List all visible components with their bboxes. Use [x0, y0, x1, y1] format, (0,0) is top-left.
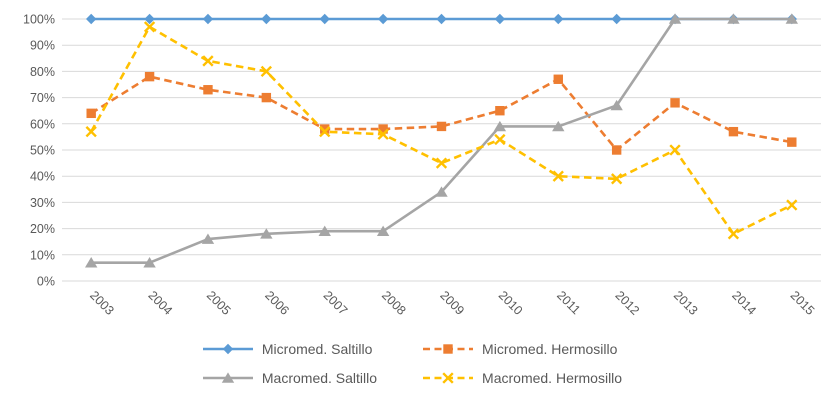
y-axis-tick-label: 80%: [30, 65, 55, 79]
data-point-marker: [320, 124, 330, 134]
data-point-marker: [495, 106, 505, 116]
data-point-marker: [727, 228, 740, 240]
data-point-marker: [493, 120, 507, 132]
data-point-marker: [143, 21, 156, 33]
data-point-marker: [552, 120, 565, 132]
data-point-marker: [728, 126, 739, 137]
data-point-marker: [610, 99, 623, 111]
data-point-marker: [319, 13, 330, 25]
data-point-marker: [436, 121, 447, 132]
legend-label: Macromed. Saltillo: [261, 370, 378, 386]
data-point-marker: [85, 13, 97, 25]
legend-item-macromed-saltillo: Macromed. Saltillo: [202, 370, 378, 386]
data-point-marker: [319, 126, 331, 138]
chart-legend: Micromed. Saltillo Micromed. Hermosillo …: [0, 341, 825, 386]
data-point-marker: [727, 13, 740, 24]
data-point-marker: [611, 13, 622, 25]
data-point-marker: [144, 71, 155, 82]
data-point-marker: [260, 228, 273, 239]
y-axis-tick-label: 90%: [30, 39, 55, 53]
x-axis-tick-label: 2012: [613, 288, 643, 318]
x-axis-tick-label: 2008: [379, 288, 409, 318]
y-axis-tick-label: 70%: [30, 91, 55, 105]
y-axis-tick-label: 50%: [30, 144, 55, 158]
y-axis-tick-label: 100%: [23, 13, 55, 27]
data-point-marker: [261, 92, 272, 103]
data-point-marker: [377, 13, 389, 25]
data-point-marker: [553, 74, 563, 84]
x-axis-tick-label: 2014: [729, 288, 759, 318]
data-point-marker: [201, 233, 215, 244]
data-point-marker: [318, 225, 331, 237]
data-point-marker: [221, 372, 235, 383]
data-point-marker: [786, 199, 798, 211]
data-point-marker: [552, 170, 564, 182]
y-axis-tick-label: 0%: [37, 275, 55, 289]
data-point-marker: [670, 98, 680, 108]
data-point-marker: [84, 257, 98, 268]
series-micromed-hermosillo: [86, 71, 797, 155]
data-point-marker: [785, 13, 799, 24]
y-axis-tick-label: 20%: [30, 222, 55, 236]
legend-marker-micromed-hermosillo: [423, 342, 474, 356]
data-point-marker: [144, 13, 155, 25]
legend-item-macromed-hermosillo: Macromed. Hermosillo: [423, 370, 622, 386]
x-axis-tick-label: 2011: [554, 288, 583, 317]
data-point-marker: [222, 343, 234, 355]
x-axis-tick-label: 2006: [262, 288, 292, 318]
data-point-marker: [553, 13, 564, 25]
data-point-marker: [494, 133, 506, 146]
data-point-marker: [376, 225, 390, 237]
legend-marker-macromed-saltillo: [202, 371, 253, 385]
data-point-marker: [202, 55, 214, 67]
data-point-marker: [668, 13, 682, 24]
data-point-marker: [436, 13, 447, 25]
series-macromed-hermosillo: [85, 21, 798, 240]
data-point-marker: [378, 124, 388, 134]
data-point-marker: [202, 13, 214, 25]
legend-label: Macromed. Hermosillo: [482, 370, 623, 386]
y-axis-tick-label: 40%: [30, 170, 55, 184]
series-macromed-saltillo: [84, 13, 799, 268]
legend-item-micromed-saltillo: Micromed. Saltillo: [202, 341, 377, 357]
data-point-marker: [261, 13, 272, 25]
data-point-marker: [435, 186, 448, 197]
y-axis-tick-label: 30%: [30, 196, 55, 210]
legend-label: Micromed. Hermosillo: [482, 341, 618, 357]
data-point-marker: [443, 344, 453, 354]
y-axis-tick-label: 10%: [30, 248, 55, 262]
legend-marker-macromed-hermosillo: [423, 371, 474, 385]
data-point-marker: [85, 126, 97, 138]
x-axis-tick-label: 2005: [204, 288, 234, 318]
legend-label: Micromed. Saltillo: [261, 341, 373, 357]
data-point-marker: [143, 257, 156, 268]
data-point-marker: [377, 128, 389, 140]
plot-area: 0% 10% 20% 30% 40% 50% 60% 70% 80% 90% 100% 2003 200…: [23, 13, 821, 318]
data-point-marker: [787, 137, 797, 147]
data-point-marker: [435, 157, 448, 169]
x-axis-tick-label: 2003: [87, 288, 117, 318]
series-line-micromed-hermosillo: [90, 75, 793, 152]
x-axis-tick-label: 2004: [145, 288, 175, 318]
x-axis-tick-label: 2015: [788, 288, 818, 318]
data-point-marker: [611, 173, 623, 185]
data-point-marker: [86, 108, 96, 119]
data-point-marker: [494, 13, 506, 25]
data-point-marker: [611, 145, 622, 155]
x-axis-tick-label: 2010: [496, 288, 526, 318]
y-axis-tick-label: 60%: [30, 117, 55, 131]
x-axis-tick-label: 2009: [437, 288, 467, 318]
x-axis-tick-label: 2007: [321, 288, 351, 318]
x-axis-tick-label: 2013: [671, 288, 701, 318]
data-point-marker: [669, 144, 681, 156]
legend-item-micromed-hermosillo: Micromed. Hermosillo: [423, 341, 622, 357]
data-point-marker: [260, 65, 272, 78]
legend-marker-micromed-saltillo: [202, 342, 253, 356]
data-point-marker: [203, 85, 213, 95]
data-point-marker: [442, 372, 454, 384]
